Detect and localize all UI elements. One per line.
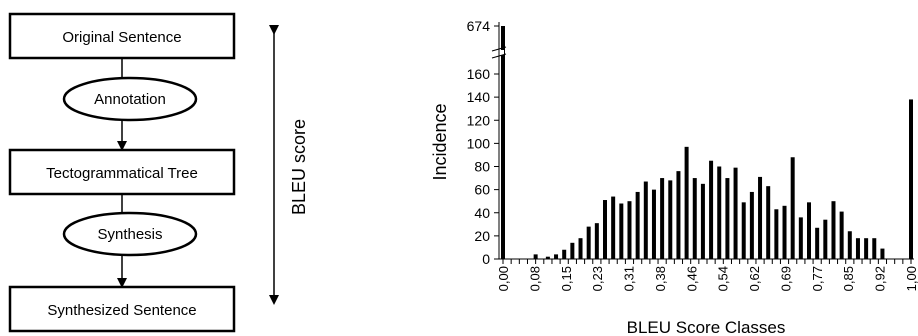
bar-0,91 xyxy=(872,238,877,259)
x-tick-label: 0,08 xyxy=(527,266,542,291)
y-tick-label: 160 xyxy=(467,66,491,82)
x-tick-label: 0,69 xyxy=(778,266,793,291)
bar-0,49 xyxy=(700,183,705,259)
x-ticks-group: 0,00 0,08 0,15 0,23 0,31 0,38 0,46 0,54 0,62 0,69… xyxy=(496,259,918,291)
bar-0,69 xyxy=(782,205,787,259)
bar-0,17 xyxy=(570,242,575,259)
bar-0,15 xyxy=(562,249,567,259)
y-tick-label: 140 xyxy=(467,89,491,105)
synthesized-sentence-label: Synthesized Sentence xyxy=(47,302,196,319)
bar-1,00 xyxy=(909,99,913,259)
bar-0,93 xyxy=(880,248,885,259)
bar-0,63 xyxy=(758,176,763,259)
bar-0,75 xyxy=(807,202,811,259)
x-tick-label: 0,92 xyxy=(873,266,888,291)
bar-0,89 xyxy=(864,238,869,259)
bar-0,79 xyxy=(823,219,828,259)
bar-0,31 xyxy=(627,201,632,259)
y-tick-label: 40 xyxy=(474,205,490,221)
annotation-ellipse xyxy=(62,76,198,122)
bar-0,43 xyxy=(676,171,681,260)
synthesized-sentence-box xyxy=(8,285,236,333)
y-tick-label: 20 xyxy=(474,228,490,244)
bar-0,59 xyxy=(741,202,746,259)
bar-0,51 xyxy=(709,160,714,259)
bar-0,67 xyxy=(774,209,779,259)
synthesis-ellipse xyxy=(62,211,198,257)
x-axis-label: BLEU Score Classes xyxy=(627,318,786,336)
bar-0,81 xyxy=(831,201,836,259)
x-tick-label: 1,00 xyxy=(904,266,918,291)
bar-0,27 xyxy=(611,196,616,259)
bar-0,29 xyxy=(619,203,624,259)
bar-0,25 xyxy=(603,200,607,259)
bar-0,71 xyxy=(790,157,795,259)
y-axis-label: Incidence xyxy=(430,103,450,180)
pipeline-diagram: Original Sentence Annotation Tectogramma… xyxy=(8,12,309,333)
bar-0,47 xyxy=(692,178,697,259)
bar-0,08 xyxy=(533,254,538,260)
y-ticks-group: 0 20 40 60 80 100 120 140 160 674 xyxy=(467,18,507,267)
x-tick-label: 0,23 xyxy=(590,266,605,291)
x-tick-label: 0,46 xyxy=(684,266,699,291)
bar-0,19 xyxy=(578,238,583,259)
x-tick-label: 0,15 xyxy=(559,266,574,291)
bar-0,35 xyxy=(643,181,648,259)
bar-0,33 xyxy=(635,191,640,259)
y-tick-label: 120 xyxy=(467,112,491,128)
bar-0,55 xyxy=(725,178,730,259)
bar-0,21 xyxy=(586,226,591,260)
y-tick-label: 0 xyxy=(482,251,490,267)
x-tick-label: 0,85 xyxy=(841,266,856,291)
bar-0,61 xyxy=(749,191,754,259)
bleu-score-label: BLEU score xyxy=(289,119,309,215)
bar-0,85 xyxy=(847,231,852,259)
annotation-label: Annotation xyxy=(94,91,166,108)
y-tick-label: 674 xyxy=(467,18,491,34)
bar-0,83 xyxy=(839,211,844,259)
x-tick-label: 0,77 xyxy=(810,266,825,291)
bar-0,00 xyxy=(501,26,505,259)
bar-0,37 xyxy=(651,189,656,260)
tectogrammatical-tree-label: Tectogrammatical Tree xyxy=(46,165,198,182)
bar-0,65 xyxy=(766,186,771,259)
x-tick-label: 0,62 xyxy=(747,266,762,291)
bar-0,45 xyxy=(684,146,689,259)
bar-0,41 xyxy=(668,180,673,260)
bleu-histogram: 0 20 40 60 80 100 120 140 160 674 0,00 0,08 0,15 0,2… xyxy=(430,18,918,336)
bar-0,11 xyxy=(545,256,550,259)
bar-0,73 xyxy=(798,217,803,260)
bar-0,57 xyxy=(733,167,738,259)
bars-group xyxy=(501,26,913,260)
x-tick-label: 0,54 xyxy=(716,266,731,291)
x-tick-label: 0,00 xyxy=(496,266,511,291)
bar-0,87 xyxy=(855,238,860,259)
original-sentence-label: Original Sentence xyxy=(62,29,181,46)
bar-0,77 xyxy=(815,227,820,259)
y-tick-label: 80 xyxy=(474,159,490,175)
bar-0,53 xyxy=(717,166,722,259)
y-tick-label: 100 xyxy=(467,135,491,151)
axis-break-gap xyxy=(492,50,504,55)
x-tick-label: 0,38 xyxy=(653,266,668,291)
y-tick-label: 60 xyxy=(474,182,490,198)
bar-0,13 xyxy=(554,254,559,260)
original-sentence-box xyxy=(8,12,236,60)
bar-0,23 xyxy=(594,223,599,259)
x-tick-label: 0,31 xyxy=(622,266,637,291)
bar-0,39 xyxy=(660,178,665,259)
synthesis-label: Synthesis xyxy=(97,226,162,243)
